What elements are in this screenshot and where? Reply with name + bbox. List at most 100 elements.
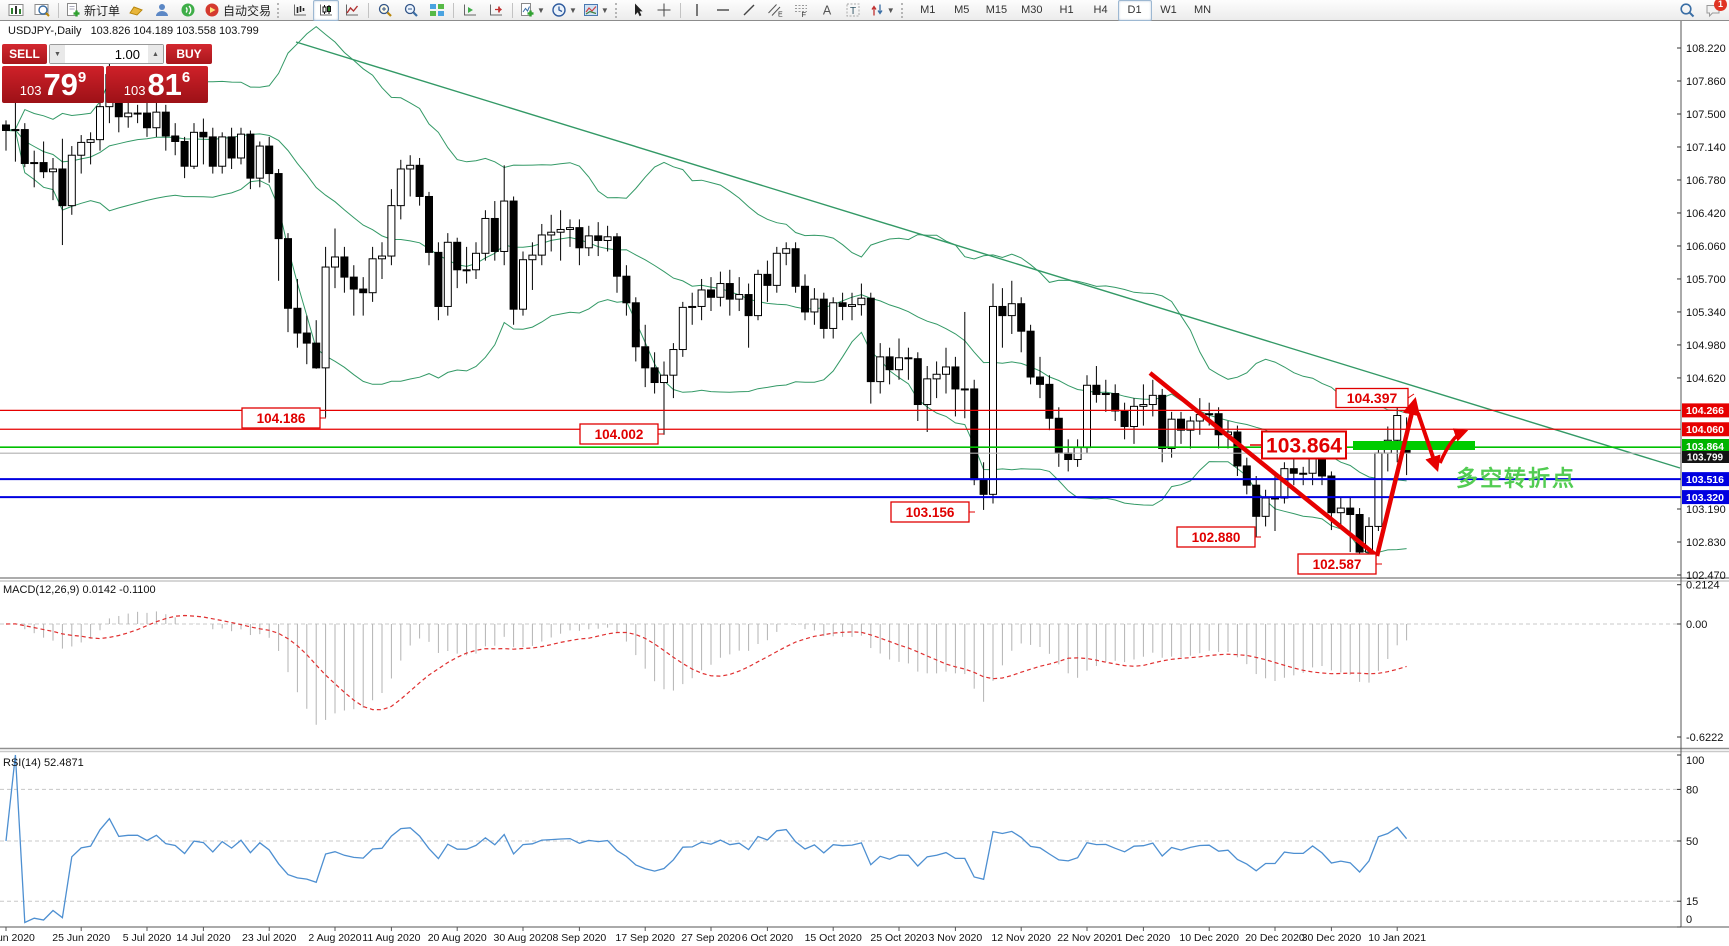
autotrade-button[interactable]: 自动交易 bbox=[201, 0, 274, 21]
svg-text:-0.6222: -0.6222 bbox=[1686, 732, 1723, 744]
tf-m30-button[interactable]: M30 bbox=[1021, 4, 1043, 16]
auto-scroll-icon[interactable] bbox=[457, 0, 483, 21]
svg-text:6 Oct 2020: 6 Oct 2020 bbox=[742, 932, 794, 944]
toolbar-separator bbox=[679, 2, 681, 18]
candlestick-chart-type-icon[interactable] bbox=[313, 0, 340, 21]
periods-icon[interactable]: ▼ bbox=[548, 0, 580, 21]
navigator-icon[interactable] bbox=[149, 0, 175, 21]
svg-text:25 Jun 2020: 25 Jun 2020 bbox=[52, 932, 110, 944]
fibonacci-icon[interactable]: F bbox=[788, 0, 814, 21]
horizontal-level-lines bbox=[0, 409, 1681, 499]
toolbar-drag-handle bbox=[277, 2, 284, 18]
indicators-icon[interactable]: ▼ bbox=[516, 0, 548, 21]
rsi-panel: RSI(14) 52.4871 bbox=[0, 754, 1681, 924]
notifications-icon[interactable]: 1 bbox=[1700, 0, 1727, 21]
svg-text:14 Jul 2020: 14 Jul 2020 bbox=[176, 932, 230, 944]
svg-text:103.799: 103.799 bbox=[1687, 453, 1724, 464]
price-axis: 108.220 107.860 107.500 107.140 106.780 106.4… bbox=[0, 21, 1729, 928]
chart-profile-icon[interactable] bbox=[29, 0, 55, 21]
svg-text:103.156: 103.156 bbox=[906, 505, 955, 520]
tile-windows-icon[interactable] bbox=[424, 0, 450, 21]
buy-button[interactable]: BUY bbox=[166, 44, 212, 64]
chart-canvas[interactable]: 多空转折点 104.186 104.002 103.156 102.880 102.587… bbox=[0, 21, 1729, 946]
volume-decrease-button[interactable]: ▼ bbox=[50, 45, 65, 63]
toolbar-drag-handle bbox=[614, 2, 622, 18]
notification-badge: 1 bbox=[1714, 0, 1727, 11]
svg-text:102.470: 102.470 bbox=[1686, 570, 1726, 582]
svg-text:104.397: 104.397 bbox=[1347, 390, 1398, 406]
search-icon[interactable] bbox=[1674, 0, 1700, 21]
green-support-bar[interactable] bbox=[1353, 441, 1475, 450]
text-label-icon[interactable]: T bbox=[840, 0, 866, 21]
tf-h4-button[interactable]: H4 bbox=[1093, 4, 1108, 16]
text-icon[interactable]: A bbox=[814, 0, 840, 21]
volume-increase-button[interactable]: ▲ bbox=[148, 45, 163, 63]
sell-price-point: 9 bbox=[77, 69, 87, 86]
volume-input[interactable] bbox=[65, 45, 148, 63]
red-trend-arrow-4[interactable] bbox=[1438, 428, 1469, 464]
svg-text:105.340: 105.340 bbox=[1686, 307, 1726, 319]
red-trend-arrow-3[interactable] bbox=[1416, 412, 1441, 473]
tf-m5-button[interactable]: M5 bbox=[954, 4, 970, 16]
tf-m15-button[interactable]: M15 bbox=[985, 4, 1008, 16]
text-icon: A bbox=[819, 2, 835, 18]
rsi-label: RSI(14) 52.4871 bbox=[3, 757, 84, 769]
red-trend-arrow-2[interactable] bbox=[1374, 397, 1421, 557]
tf-w1-button[interactable]: W1 bbox=[1160, 4, 1177, 16]
toolbar-separator bbox=[512, 2, 514, 18]
descending-trendline[interactable] bbox=[295, 41, 1681, 469]
volume-stepper: ▼ ▲ bbox=[49, 44, 164, 64]
equidistant-channel-icon[interactable]: E bbox=[762, 0, 788, 21]
turning-point-note[interactable]: 多空转折点 bbox=[1456, 466, 1576, 491]
chart-shift-icon[interactable] bbox=[483, 0, 509, 21]
sell-button[interactable]: SELL bbox=[2, 44, 47, 64]
macd-signal-line bbox=[5, 614, 1407, 711]
arrows-icon[interactable]: ▼ bbox=[866, 0, 898, 21]
zoom-out-icon[interactable] bbox=[398, 0, 424, 21]
one-click-trading-panel: SELL ▼ ▲ BUY 103 79 9 103 81 6 bbox=[2, 44, 212, 103]
chart-title: USDJPY-,Daily 103.826 104.189 103.558 10… bbox=[8, 25, 259, 37]
ohlc-values: 103.826 104.189 103.558 103.799 bbox=[90, 25, 259, 37]
metaeditor-icon[interactable] bbox=[123, 0, 149, 21]
svg-text:8 Sep 2020: 8 Sep 2020 bbox=[553, 932, 607, 944]
bar-chart-type-icon[interactable] bbox=[287, 0, 313, 21]
tf-mn-button[interactable]: MN bbox=[1193, 4, 1212, 16]
toolbar: 新订单 自动交易 ▼ ▼ ▼ E F A T ▼ M1 M5 M15 M30 H1 H4 D1 W1 MN 1 bbox=[0, 0, 1729, 21]
svg-text:80: 80 bbox=[1686, 784, 1698, 796]
svg-text:20 Aug 2020: 20 Aug 2020 bbox=[428, 932, 487, 944]
dropdown-caret-icon: ▼ bbox=[537, 5, 545, 15]
macd-histogram bbox=[14, 611, 1408, 725]
buy-price-box[interactable]: 103 81 6 bbox=[106, 66, 208, 103]
toolbar-separator bbox=[58, 2, 59, 18]
svg-text:11 Aug 2020: 11 Aug 2020 bbox=[362, 932, 420, 944]
svg-text:102.880: 102.880 bbox=[1192, 530, 1241, 545]
new-order-button-label: 新订单 bbox=[84, 3, 121, 18]
sell-price-box[interactable]: 103 79 9 bbox=[2, 66, 104, 103]
new-order-icon bbox=[65, 2, 81, 18]
signals-icon[interactable] bbox=[175, 0, 201, 21]
cursor-icon[interactable] bbox=[625, 0, 651, 21]
svg-text:50: 50 bbox=[1686, 836, 1698, 848]
crosshair-icon[interactable] bbox=[651, 0, 677, 21]
new-chart-icon[interactable] bbox=[3, 0, 29, 21]
templates-icon[interactable]: ▼ bbox=[580, 0, 612, 21]
svg-text:0.00: 0.00 bbox=[1686, 619, 1707, 631]
zoom-in-icon[interactable] bbox=[372, 0, 398, 21]
svg-text:A: A bbox=[823, 4, 832, 18]
svg-text:30 Dec 2020: 30 Dec 2020 bbox=[1302, 932, 1362, 944]
chart-shift-icon bbox=[488, 2, 504, 18]
dropdown-caret-icon: ▼ bbox=[568, 5, 577, 15]
tf-d1-button[interactable]: D1 bbox=[1117, 0, 1152, 21]
svg-text:102.587: 102.587 bbox=[1313, 557, 1362, 572]
tf-h1-button[interactable]: H1 bbox=[1059, 4, 1074, 16]
trendline-icon[interactable] bbox=[736, 0, 762, 21]
svg-text:2 Aug 2020: 2 Aug 2020 bbox=[308, 932, 361, 944]
line-chart-type-icon bbox=[344, 2, 360, 18]
new-order-button[interactable]: 新订单 bbox=[62, 0, 123, 21]
horizontal-line-icon[interactable] bbox=[710, 0, 736, 21]
red-trend-arrow-1[interactable] bbox=[1148, 371, 1379, 558]
tf-m1-button[interactable]: M1 bbox=[920, 4, 936, 16]
line-chart-type-icon[interactable] bbox=[339, 0, 365, 21]
svg-text:23 Jul 2020: 23 Jul 2020 bbox=[242, 932, 296, 944]
vertical-line-icon[interactable] bbox=[684, 0, 710, 21]
